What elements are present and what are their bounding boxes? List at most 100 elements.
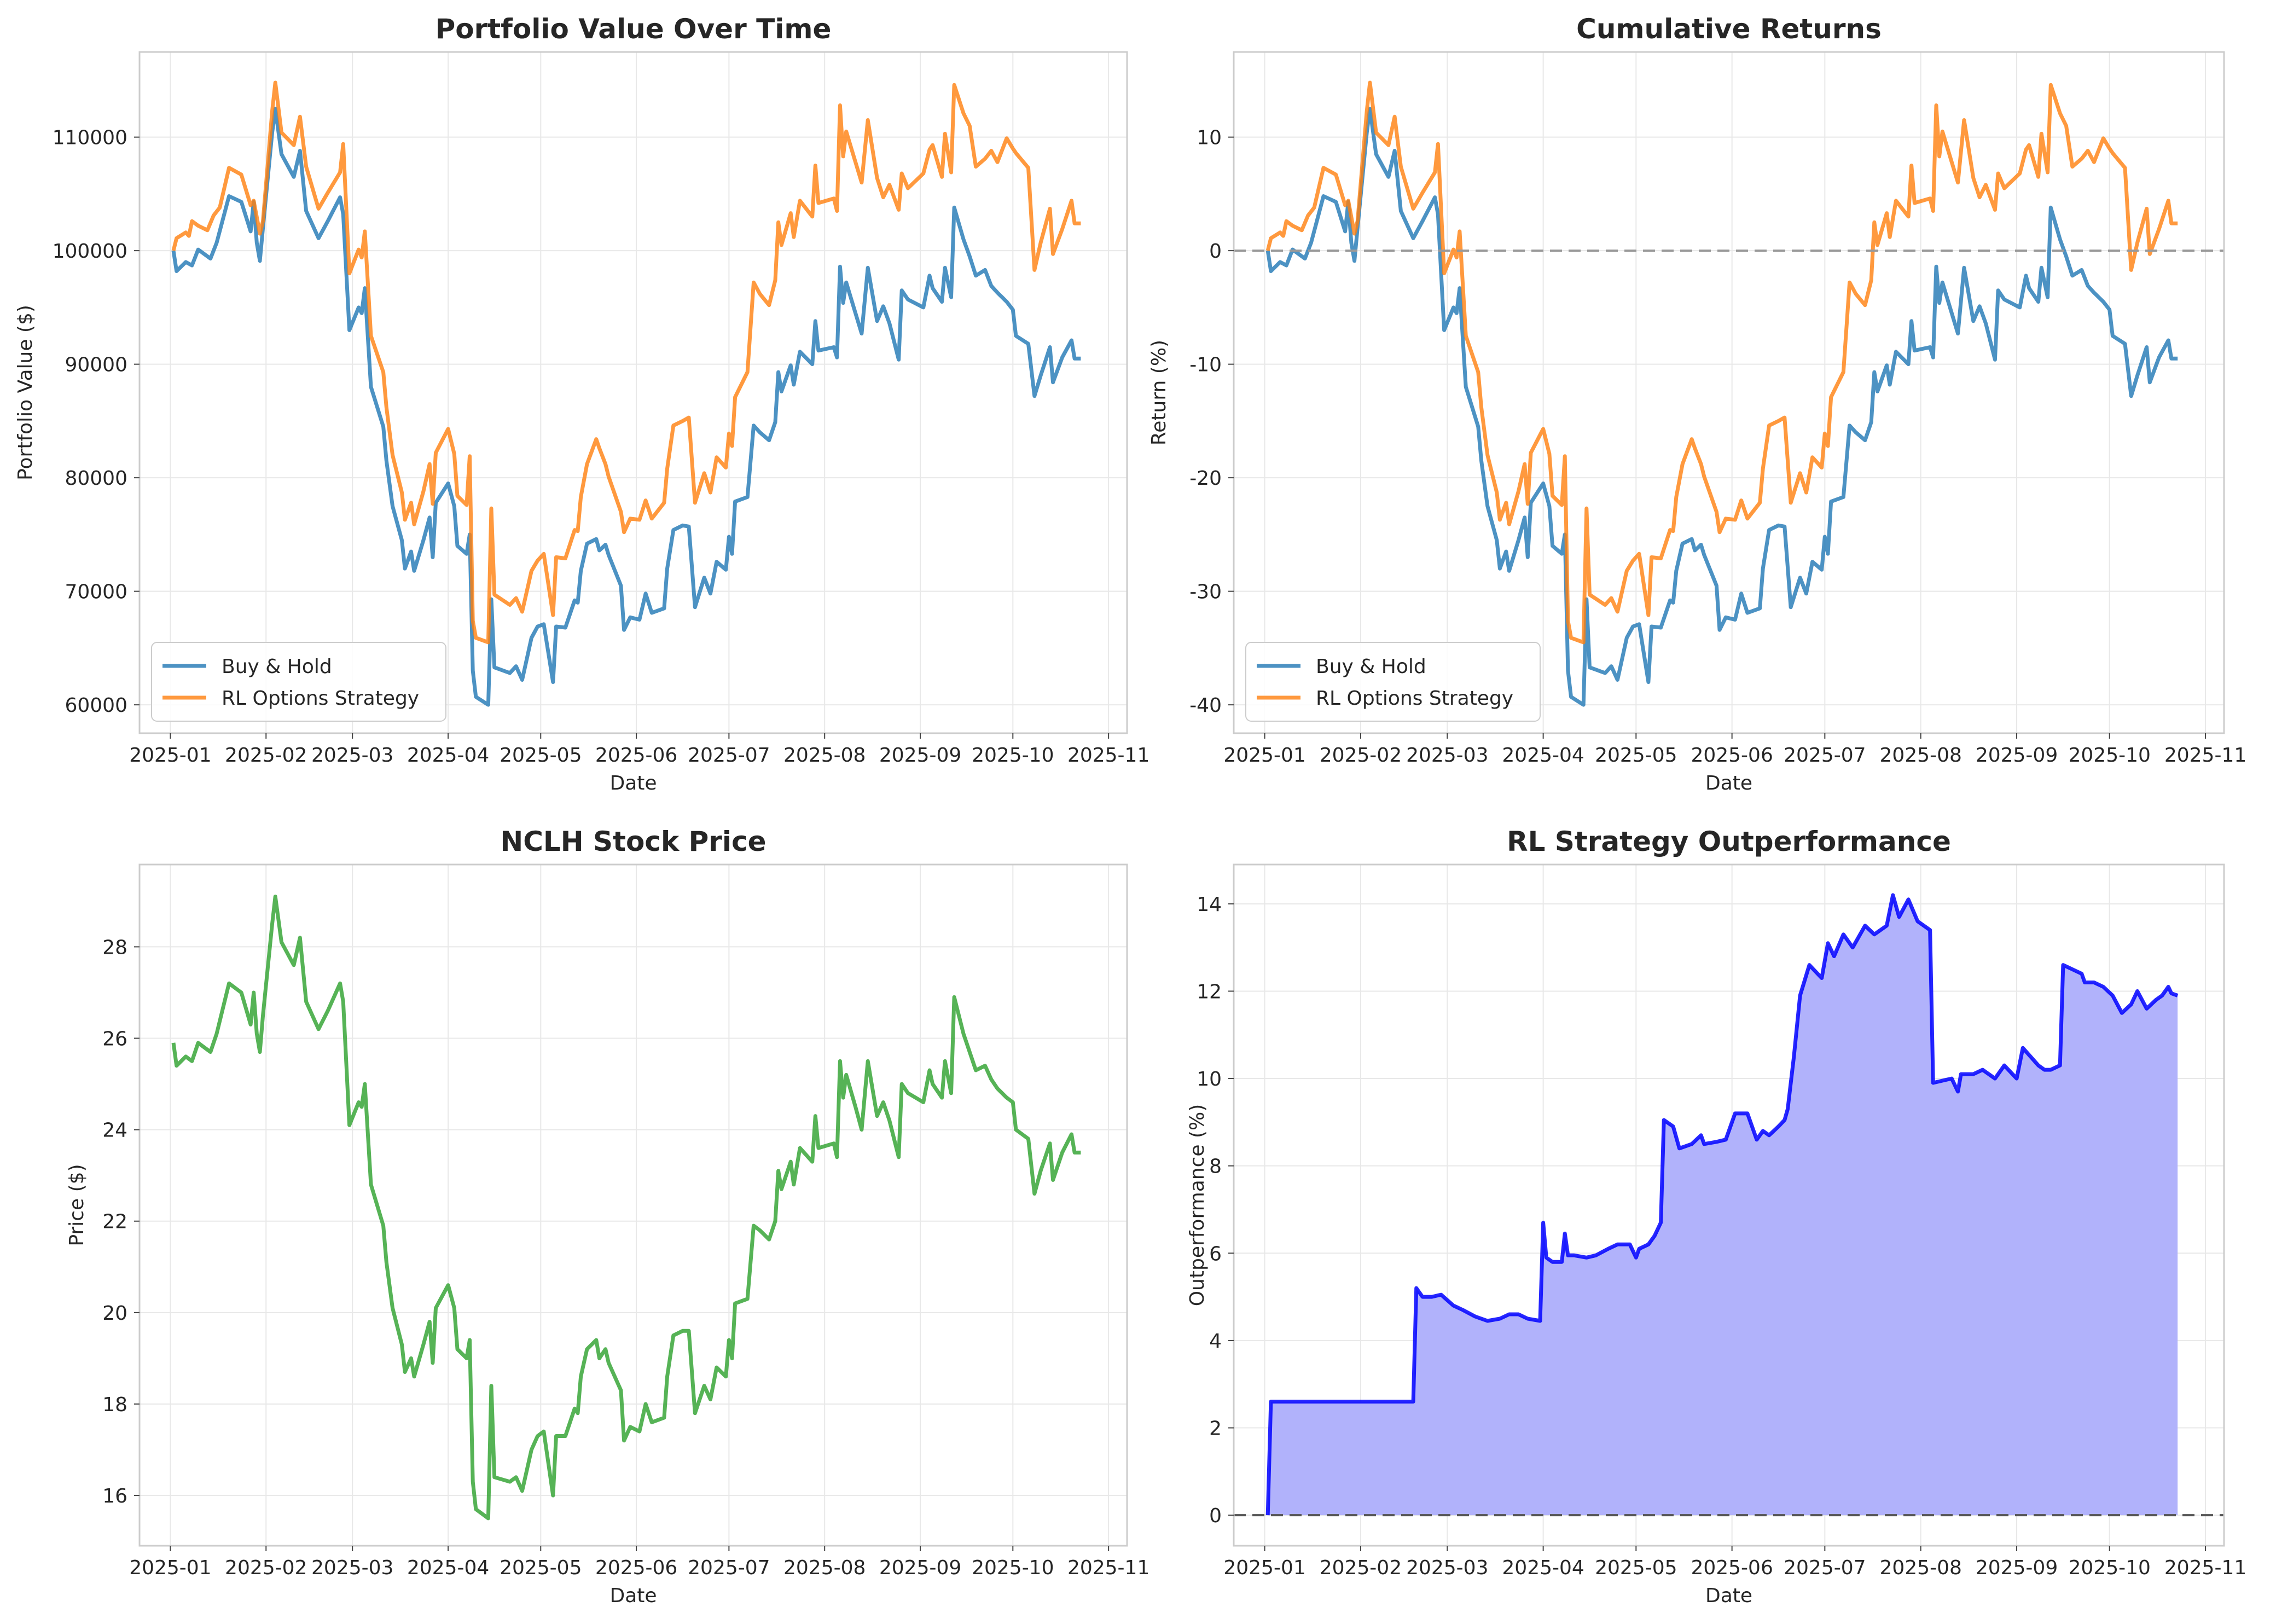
series-line-rl-options-strategy: [171, 80, 1081, 645]
y-tick-label: 100000: [53, 240, 127, 263]
x-tick-label: 2025-07: [1784, 1557, 1866, 1579]
y-tick-label: 16: [102, 1485, 127, 1507]
y-tick-label: 6: [1209, 1243, 1222, 1265]
y-tick-label: 14: [1197, 894, 1222, 916]
series-line-1: [171, 895, 1081, 1521]
x-tick-label: 2025-10: [2069, 744, 2151, 767]
y-axis-label: Price ($): [66, 1164, 88, 1246]
y-tick-label: 0: [1209, 240, 1222, 263]
x-tick-label: 2025-08: [783, 1557, 866, 1579]
y-axis-label: Portfolio Value ($): [14, 305, 37, 480]
x-tick-label: 2025-09: [879, 1557, 961, 1579]
y-tick-label: 20: [102, 1302, 127, 1325]
x-tick-label: 2025-03: [311, 1557, 393, 1579]
y-tick-label: 28: [102, 936, 127, 959]
series-line-1: [1265, 893, 2179, 1516]
y-tick-label: 90000: [65, 354, 127, 376]
legend-label: Buy & Hold: [222, 656, 332, 678]
x-tick-label: 2025-02: [1320, 1557, 1402, 1579]
x-tick-label: 2025-08: [1879, 744, 1961, 767]
x-tick-label: 2025-03: [1406, 744, 1488, 767]
x-tick-label: 2025-02: [225, 1557, 307, 1579]
y-tick-label: 10: [1197, 1068, 1222, 1091]
y-tick-label: 10: [1197, 127, 1222, 149]
x-axis-label: Date: [609, 1585, 657, 1607]
x-axis-label: Date: [609, 772, 657, 794]
y-axis-label: Outperformance (%): [1186, 1104, 1209, 1307]
x-tick-label: 2025-02: [225, 744, 307, 767]
chart-panel-4: 2025-01 2025-02 2025-03 2025-04 2025-05 2025-…: [1186, 826, 2246, 1607]
chart-title: Portfolio Value Over Time: [436, 13, 832, 45]
y-tick-label: 18: [102, 1394, 127, 1416]
y-tick-label: 8: [1209, 1156, 1222, 1178]
legend-box: [1245, 642, 1541, 722]
y-tick-label: 22: [102, 1211, 127, 1233]
y-tick-label: 26: [102, 1028, 127, 1051]
x-tick-label: 2025-02: [1320, 744, 1402, 767]
x-tick-label: 2025-05: [1595, 744, 1677, 767]
plot-frame: [138, 863, 1128, 1547]
y-tick-label: 60000: [65, 694, 127, 717]
series-line-rl-options-strategy: [1265, 80, 2178, 645]
chart-title: RL Strategy Outperformance: [1507, 826, 1951, 857]
x-tick-label: 2025-04: [407, 744, 489, 767]
x-tick-label: 2025-09: [879, 744, 961, 767]
y-tick-label: 12: [1197, 981, 1222, 1003]
legend-label: RL Options Strategy: [1316, 687, 1513, 710]
series-line-buy-hold: [1265, 107, 2178, 707]
x-tick-label: 2025-10: [2069, 1557, 2151, 1579]
x-tick-label: 2025-07: [688, 1557, 770, 1579]
x-tick-label: 2025-11: [2164, 744, 2246, 767]
x-tick-label: 2025-05: [500, 1557, 582, 1579]
x-tick-label: 2025-04: [1502, 744, 1584, 767]
x-axis-label: Date: [1705, 772, 1752, 794]
legend: Buy & Hold RL Options Strategy: [1245, 642, 1541, 722]
y-tick-label: 4: [1209, 1330, 1222, 1353]
x-tick-label: 2025-07: [1784, 744, 1866, 767]
x-tick-label: 2025-09: [1976, 744, 2058, 767]
legend-label: RL Options Strategy: [222, 687, 419, 710]
x-tick-label: 2025-08: [1879, 1557, 1961, 1579]
x-tick-label: 2025-08: [783, 744, 866, 767]
x-tick-label: 2025-11: [1067, 744, 1149, 767]
x-tick-label: 2025-09: [1976, 1557, 2058, 1579]
x-tick-label: 2025-01: [1223, 1557, 1305, 1579]
chart-title: Cumulative Returns: [1576, 13, 1882, 45]
x-tick-label: 2025-04: [1502, 1557, 1584, 1579]
x-tick-label: 2025-06: [595, 744, 677, 767]
y-tick-label: -40: [1189, 694, 1222, 717]
chart-panel-3: 2025-01 2025-02 2025-03 2025-04 2025-05 2025-…: [66, 826, 1149, 1607]
series-line-buy-hold: [171, 107, 1081, 707]
y-tick-label: 70000: [65, 581, 127, 604]
chart-panel-1: 2025-01 2025-02 2025-03 2025-04 2025-05 2025-…: [14, 13, 1149, 794]
x-tick-label: 2025-01: [129, 744, 211, 767]
y-tick-label: 2: [1209, 1418, 1222, 1440]
x-tick-label: 2025-11: [2164, 1557, 2246, 1579]
x-tick-label: 2025-06: [595, 1557, 677, 1579]
legend-box: [151, 642, 446, 722]
x-tick-label: 2025-10: [972, 1557, 1054, 1579]
plot-frame: [138, 51, 1128, 734]
x-tick-label: 2025-03: [1406, 1557, 1488, 1579]
y-tick-label: 80000: [65, 467, 127, 490]
x-tick-label: 2025-03: [311, 744, 393, 767]
plot-frame: [1233, 863, 2225, 1547]
x-tick-label: 2025-05: [1595, 1557, 1677, 1579]
x-tick-label: 2025-06: [1691, 744, 1773, 767]
chart-panel-2: 2025-01 2025-02 2025-03 2025-04 2025-05 2025-…: [1148, 13, 2246, 794]
y-axis-label: Return (%): [1148, 340, 1170, 445]
x-tick-label: 2025-06: [1691, 1557, 1773, 1579]
legend: Buy & Hold RL Options Strategy: [151, 642, 446, 722]
y-tick-label: 0: [1209, 1505, 1222, 1527]
chart-title: NCLH Stock Price: [500, 826, 766, 857]
y-tick-label: 110000: [53, 127, 127, 149]
x-axis-label: Date: [1705, 1585, 1752, 1607]
x-tick-label: 2025-07: [688, 744, 770, 767]
y-tick-label: -30: [1189, 581, 1222, 604]
x-tick-label: 2025-04: [407, 1557, 489, 1579]
area-fill: [1268, 895, 2178, 1516]
x-tick-label: 2025-01: [129, 1557, 211, 1579]
y-tick-label: -20: [1189, 467, 1222, 490]
x-tick-label: 2025-10: [972, 744, 1054, 767]
